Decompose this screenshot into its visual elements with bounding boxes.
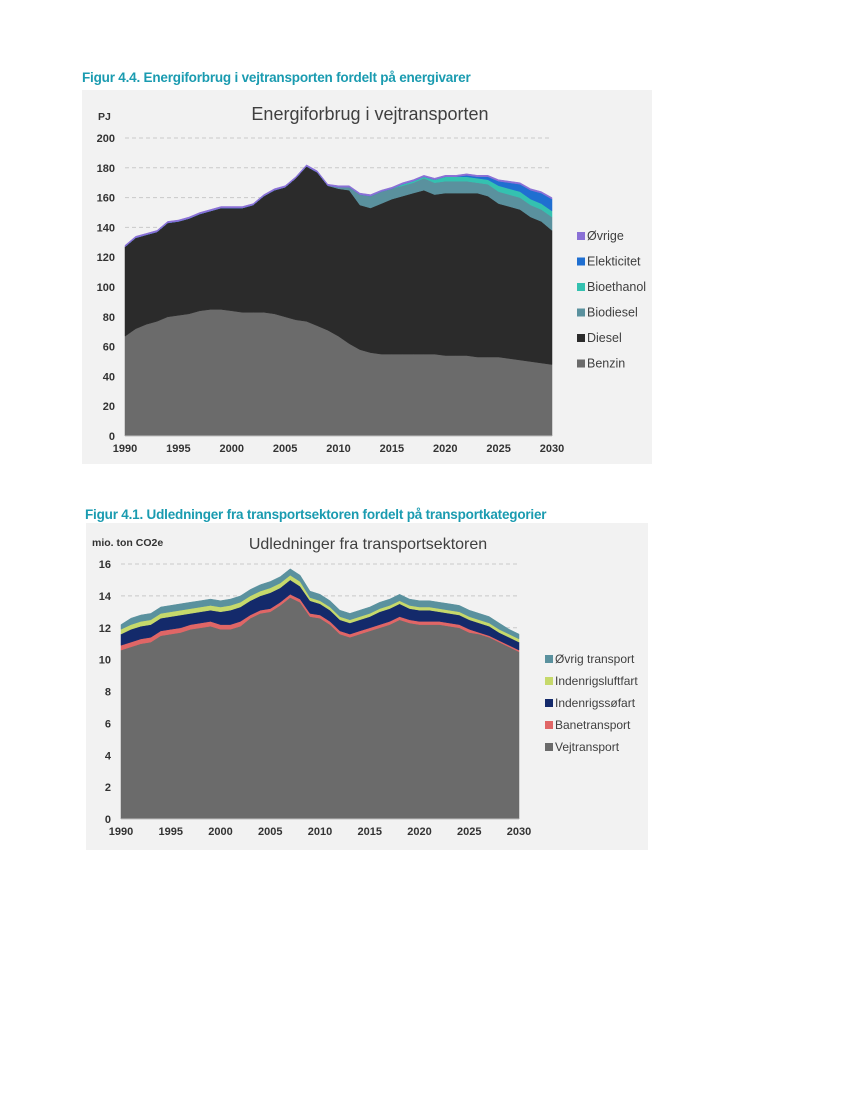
x-tick-label-2010: 2010 xyxy=(326,443,350,455)
legend-swatch-indenrigsluftfart xyxy=(545,677,553,685)
y-tick-label-8: 8 xyxy=(105,687,111,699)
x-tick-label-2005: 2005 xyxy=(273,443,297,455)
y-tick-label-140: 140 xyxy=(97,222,115,234)
y-tick-label-12: 12 xyxy=(99,623,111,635)
y-tick-label-180: 180 xyxy=(97,163,115,175)
y-tick-label-60: 60 xyxy=(103,342,115,354)
y-tick-label-6: 6 xyxy=(105,718,111,730)
legend-swatch-banetransport xyxy=(545,721,553,729)
y-tick-label-4: 4 xyxy=(105,750,112,762)
x-tick-label-2020: 2020 xyxy=(433,443,457,455)
legend-label-ovrig-transport: Øvrig transport xyxy=(555,652,635,666)
x-tick-label-2025: 2025 xyxy=(457,826,481,838)
y-tick-label-120: 120 xyxy=(97,252,115,264)
figure-caption-4-1: Figur 4.1. Udledninger fra transportsekt… xyxy=(85,507,547,522)
chart-energy-consumption: Energiforbrug i vejtransporten PJ 0 20 40 60 8… xyxy=(82,90,652,464)
x-tick-label-2030: 2030 xyxy=(507,826,531,838)
legend-label-indenrigsluftfart: Indenrigsluftfart xyxy=(555,674,638,688)
y-tick-label-80: 80 xyxy=(103,312,115,324)
legend-swatch-ovrige xyxy=(577,232,585,240)
y-tick-label-40: 40 xyxy=(103,371,115,383)
x-tick-label-2000: 2000 xyxy=(220,443,244,455)
x-tick-label-1995: 1995 xyxy=(166,443,190,455)
chart-title: Udledninger fra transportsektoren xyxy=(249,536,487,553)
legend-swatch-diesel xyxy=(577,334,585,342)
chart-transport-emissions: Udledninger fra transportsektoren mio. to… xyxy=(86,523,648,850)
x-tick-label-2015: 2015 xyxy=(358,826,382,838)
area-series-ovrig-transport xyxy=(120,568,520,640)
x-tick-label-2020: 2020 xyxy=(407,826,431,838)
y-tick-label-10: 10 xyxy=(99,655,111,667)
legend-swatch-ovrig-transport xyxy=(545,655,553,663)
x-tick-label-1995: 1995 xyxy=(159,826,183,838)
legend-swatch-indenrigssofart xyxy=(545,699,553,707)
y-tick-label-14: 14 xyxy=(99,591,112,603)
figure-caption-4-4: Figur 4.4. Energiforbrug i vejtransporte… xyxy=(82,70,471,85)
legend-swatch-biodiesel xyxy=(577,308,585,317)
chart-energy-svg: Energiforbrug i vejtransporten PJ 0 20 40 60 8… xyxy=(97,104,646,455)
y-axis-unit-label: mio. ton CO2e xyxy=(92,537,163,549)
x-tick-label-2030: 2030 xyxy=(540,443,564,455)
legend-label-diesel: Diesel xyxy=(587,331,622,345)
legend-label-elekticitet: Elekticitet xyxy=(587,255,641,269)
area-series-ovrige xyxy=(124,164,553,248)
y-tick-label-2: 2 xyxy=(105,782,111,794)
legend-label-banetransport: Banetransport xyxy=(555,718,631,732)
x-tick-label-1990: 1990 xyxy=(113,443,137,455)
y-tick-label-0: 0 xyxy=(109,431,115,443)
y-tick-label-100: 100 xyxy=(97,282,115,294)
legend-label-vejtransport: Vejtransport xyxy=(555,740,620,754)
y-tick-label-160: 160 xyxy=(97,193,115,205)
legend-swatch-benzin xyxy=(577,359,585,368)
y-tick-label-200: 200 xyxy=(97,133,115,145)
x-tick-label-2005: 2005 xyxy=(258,826,282,838)
legend-swatch-bioethanol xyxy=(577,283,585,291)
y-axis-unit-label: PJ xyxy=(98,111,111,123)
legend-swatch-elekticitet xyxy=(577,257,585,266)
legend-swatch-vejtransport xyxy=(545,743,553,751)
y-tick-label-20: 20 xyxy=(103,401,115,413)
legend-label-biodiesel: Biodiesel xyxy=(587,306,638,320)
y-tick-label-16: 16 xyxy=(99,559,111,571)
chart-title: Energiforbrug i vejtransporten xyxy=(251,104,488,124)
legend-label-bioethanol: Bioethanol xyxy=(587,280,646,294)
legend-label-benzin: Benzin xyxy=(587,357,625,371)
chart-emissions-svg: Udledninger fra transportsektoren mio. to… xyxy=(92,536,638,838)
x-tick-label-2000: 2000 xyxy=(208,826,232,838)
x-tick-label-2025: 2025 xyxy=(486,443,510,455)
legend-label-ovrige: Øvrige xyxy=(587,229,624,243)
y-tick-label-0: 0 xyxy=(105,814,111,826)
x-tick-label-2010: 2010 xyxy=(308,826,332,838)
x-tick-label-2015: 2015 xyxy=(380,443,404,455)
x-tick-label-1990: 1990 xyxy=(109,826,133,838)
legend-label-indenrigssofart: Indenrigssøfart xyxy=(555,696,636,710)
